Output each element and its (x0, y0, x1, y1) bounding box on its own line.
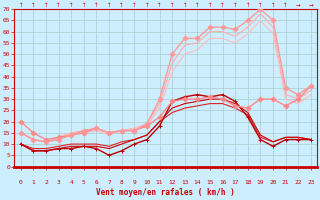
X-axis label: Vent moyen/en rafales ( km/h ): Vent moyen/en rafales ( km/h ) (96, 188, 235, 197)
